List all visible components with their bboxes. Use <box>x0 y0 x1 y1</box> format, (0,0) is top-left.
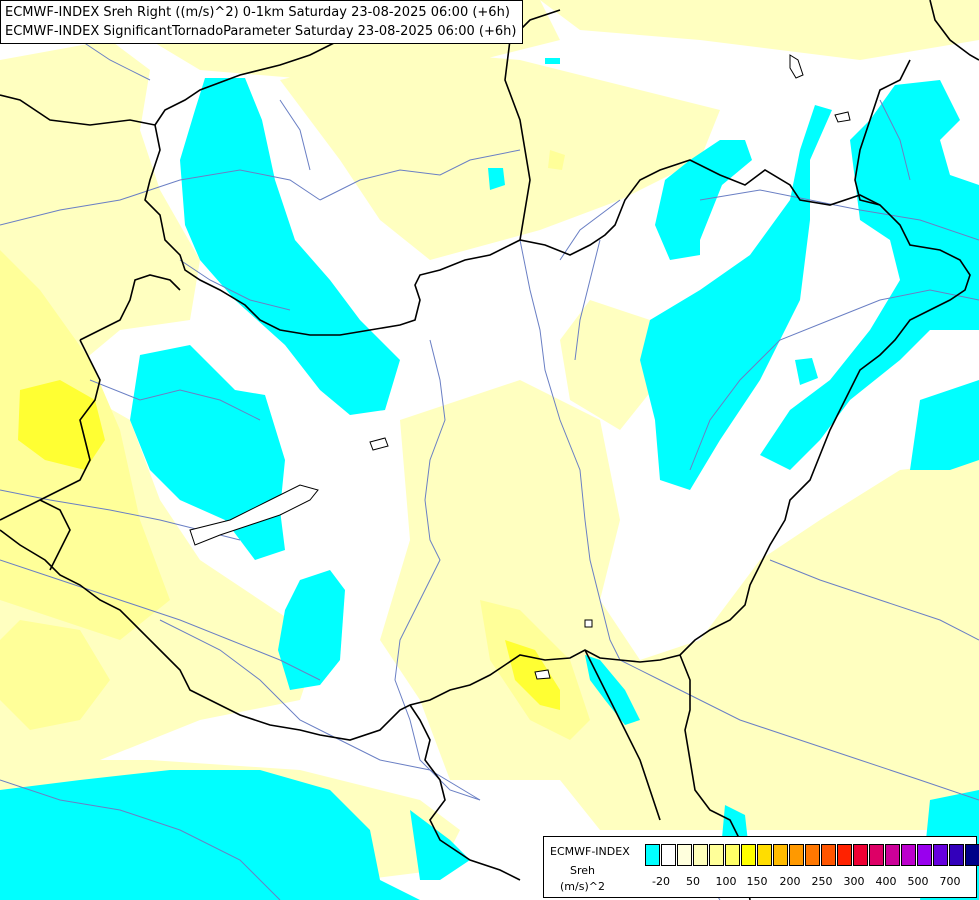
legend-swatch <box>725 844 740 866</box>
legend-swatch <box>773 844 788 866</box>
legend-swatch <box>789 844 804 866</box>
legend-variable: Sreh <box>570 864 596 877</box>
legend-tick-label: 50 <box>686 875 700 888</box>
sreh-high-fields <box>18 380 560 710</box>
legend-tick-label: 500 <box>907 875 929 888</box>
legend-tick-label: 300 <box>843 875 865 888</box>
legend-swatch <box>933 844 948 866</box>
legend-swatch <box>885 844 900 866</box>
legend-swatch <box>677 844 692 866</box>
map-title-line-2: ECMWF-INDEX SignificantTornadoParameter … <box>5 24 517 39</box>
legend-tick-label: 400 <box>875 875 897 888</box>
lakes <box>189 54 851 680</box>
legend-title: ECMWF-INDEX <box>550 845 630 858</box>
legend-swatch <box>837 844 852 866</box>
legend-unit: (m/s)^2 <box>560 880 605 893</box>
legend-tick-label: 700 <box>939 875 961 888</box>
legend-swatch <box>821 844 836 866</box>
map-title-box: ECMWF-INDEX Sreh Right ((m/s)^2) 0-1km S… <box>0 0 524 44</box>
legend-swatch <box>805 844 820 866</box>
legend-tick-label: 150 <box>746 875 768 888</box>
legend-tick-label: -20 <box>652 875 670 888</box>
legend-tick-label: 100 <box>715 875 737 888</box>
legend-swatch <box>949 844 964 866</box>
color-legend: ECMWF-INDEX Sreh (m/s)^2 -20 50 100 150 200 2… <box>543 836 979 898</box>
legend-swatch <box>757 844 772 866</box>
legend-swatch <box>741 844 756 866</box>
sreh-negative-fields <box>0 58 979 900</box>
legend-swatch <box>965 844 979 866</box>
legend-tick-label: 200 <box>779 875 801 888</box>
legend-swatch <box>853 844 868 866</box>
legend-swatch <box>693 844 708 866</box>
legend-ticks: -20 50 100 150 200 250 300 400 500 700 <box>544 875 976 891</box>
legend-tick-label: 250 <box>811 875 833 888</box>
legend-swatch <box>661 844 676 866</box>
legend-swatch <box>869 844 884 866</box>
legend-swatches <box>645 844 979 866</box>
legend-swatch <box>645 844 660 866</box>
legend-swatch <box>917 844 932 866</box>
legend-swatch <box>709 844 724 866</box>
legend-swatch <box>901 844 916 866</box>
map-title-line-1: ECMWF-INDEX Sreh Right ((m/s)^2) 0-1km S… <box>5 5 510 20</box>
